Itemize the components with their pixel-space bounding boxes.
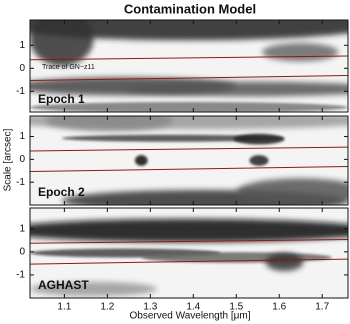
contaminant bbox=[125, 81, 348, 97]
y-tick-label: 0 bbox=[19, 154, 25, 165]
x-tick-label: 1.4 bbox=[186, 302, 200, 313]
panel-image bbox=[30, 208, 348, 298]
y-tick-label: -1 bbox=[16, 86, 25, 97]
contaminant bbox=[265, 253, 304, 271]
y-tick-label: -1 bbox=[16, 177, 25, 188]
y-tick-label: 0 bbox=[19, 63, 25, 74]
x-tick-label: 1.7 bbox=[315, 302, 329, 313]
x-tick-label: 1.1 bbox=[57, 302, 71, 313]
x-axis-label: Observed Wavelength [μm] bbox=[130, 311, 251, 322]
y-tick-label: 1 bbox=[19, 223, 25, 234]
panel-label: Epoch 1 bbox=[38, 92, 85, 106]
y-axis-label: Scale [arcsec] bbox=[3, 128, 14, 191]
y-tick-label: 1 bbox=[19, 40, 25, 51]
trace-line bbox=[30, 165, 348, 172]
trace-line bbox=[30, 75, 348, 81]
annotation: Trace of GN−z11 bbox=[42, 64, 95, 71]
panel-frame bbox=[29, 19, 349, 113]
y-tick-label: 0 bbox=[19, 246, 25, 257]
trace-line bbox=[30, 238, 348, 244]
panel-label: Epoch 2 bbox=[38, 185, 85, 199]
contaminant bbox=[61, 134, 285, 142]
chart-title: Contamination Model bbox=[124, 1, 256, 16]
y-tick-label: 1 bbox=[19, 131, 25, 142]
panel-frame bbox=[29, 207, 349, 299]
contaminant bbox=[134, 155, 148, 166]
contaminant bbox=[249, 155, 269, 166]
contaminant bbox=[233, 133, 285, 145]
panel-image bbox=[30, 116, 348, 205]
panel-label: AGHAST bbox=[38, 278, 89, 292]
contaminant bbox=[45, 116, 174, 132]
trace-line bbox=[30, 55, 348, 61]
contaminant bbox=[236, 178, 348, 205]
x-tick-label: 1.3 bbox=[143, 302, 157, 313]
contaminant bbox=[30, 20, 94, 66]
panel-image bbox=[30, 20, 348, 112]
contaminant bbox=[30, 218, 348, 243]
trace-line bbox=[30, 258, 348, 265]
y-tick-label: -1 bbox=[16, 270, 25, 281]
contaminant bbox=[262, 43, 339, 62]
contaminant bbox=[30, 20, 348, 41]
trace-line bbox=[30, 146, 348, 152]
x-tick-label: 1.2 bbox=[100, 302, 114, 313]
contaminant bbox=[30, 101, 348, 112]
contaminant bbox=[30, 281, 158, 297]
panel-frame bbox=[29, 115, 349, 206]
x-tick-label: 1.5 bbox=[229, 302, 243, 313]
x-tick-label: 1.6 bbox=[272, 302, 286, 313]
